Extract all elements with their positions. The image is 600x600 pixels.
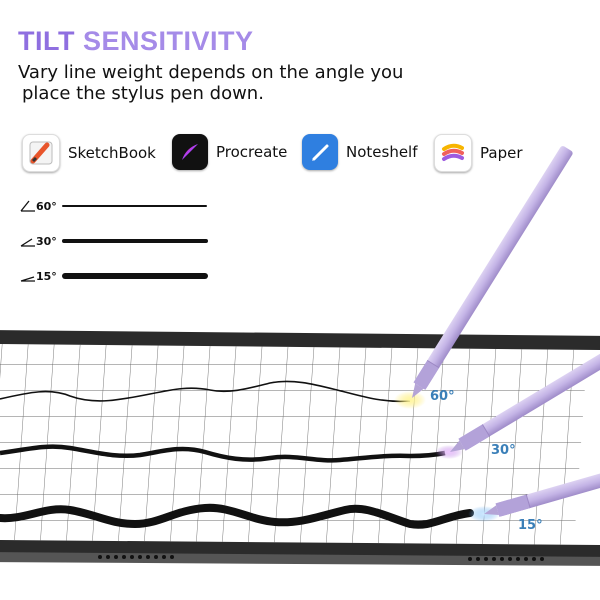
angle-icon [20,276,35,282]
stroke-15 [0,503,474,529]
app-label: Noteshelf [346,143,418,161]
stroke-sample [62,239,208,243]
subtitle-line-2: place the stylus pen down. [22,83,264,104]
stylus-pen-15 [484,448,600,517]
stroke-sample [62,205,207,207]
angle-label: 15° [20,270,60,283]
pen-angle-label-60: 60° [430,389,455,404]
stroke-30 [0,444,446,463]
subtitle-line-1: Vary line weight depends on the angle yo… [18,62,404,83]
stroke-sample [62,273,208,279]
pen-angle-label-15: 15° [518,518,543,533]
noteshelf-icon [302,134,338,170]
angle-icon [20,238,35,247]
speaker-grille [98,555,544,561]
stroke-60 [0,380,411,403]
angle-sample-30: 30° [20,233,210,249]
app-list: SketchBook Procreate Noteshelf [22,134,582,176]
title-part-1: TILT [18,26,83,56]
stylus-pen-60 [412,146,573,398]
title-part-2: SENSITIVITY [82,26,254,56]
paper-icon [434,134,472,172]
tablet-edge [0,552,600,566]
tip-glow-60 [394,391,426,409]
pen-angle-label-30: 30° [491,443,516,458]
subtitle: Vary line weight depends on the angle yo… [18,62,403,104]
app-paper: Paper [434,134,522,172]
procreate-icon [172,134,208,170]
angle-icon [20,200,35,212]
sketchbook-icon [22,134,60,172]
angle-sample-60: 60° [20,198,210,214]
app-sketchbook: SketchBook [22,134,156,172]
angle-label: 60° [20,200,60,213]
app-noteshelf: Noteshelf [302,134,418,170]
angle-sample-15: 15° [20,268,210,284]
angle-label: 30° [20,235,60,248]
page-title: TILT SENSITIVITY [18,26,254,57]
app-label: SketchBook [68,144,156,162]
app-label: Paper [480,144,523,162]
stylus-pen-30 [450,305,600,452]
app-procreate: Procreate [172,134,287,170]
app-label: Procreate [216,143,288,161]
